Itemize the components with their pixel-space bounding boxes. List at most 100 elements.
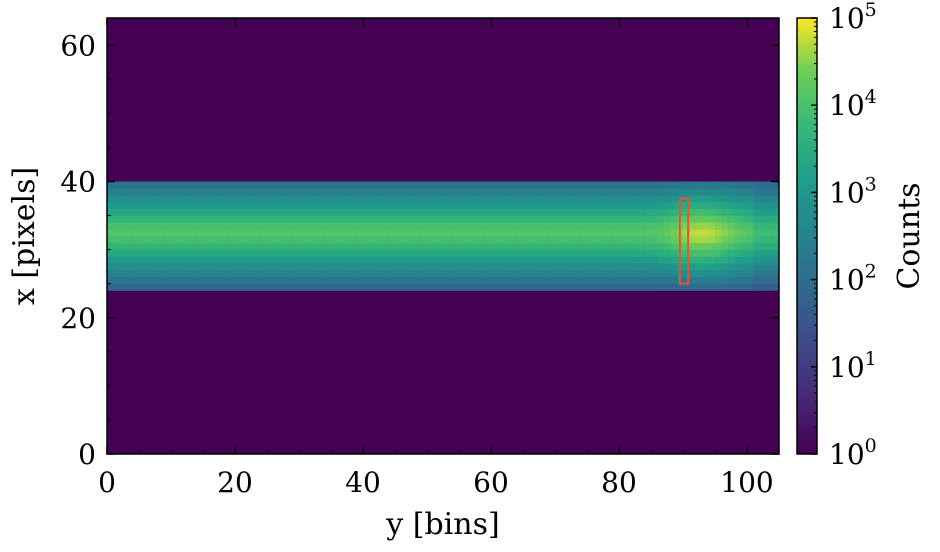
heatmap-cell	[471, 270, 479, 278]
heatmap-cell	[292, 222, 300, 230]
heatmap-cell	[203, 283, 210, 291]
heatmap-cell	[644, 276, 652, 284]
heatmap-cell	[471, 195, 479, 203]
heatmap-cell	[625, 229, 633, 237]
heatmap-cell	[407, 249, 415, 257]
heatmap-cell	[203, 270, 210, 278]
heatmap-cell	[747, 181, 754, 189]
heatmap-cell	[254, 215, 261, 223]
heatmap-cell	[548, 270, 556, 278]
heatmap-cell	[439, 201, 447, 210]
heatmap-cell	[497, 188, 505, 196]
heatmap-cell	[215, 283, 223, 291]
heatmap-cell	[459, 215, 466, 223]
heatmap-cell	[132, 181, 140, 189]
heatmap-cell	[158, 249, 165, 257]
heatmap-cell	[177, 181, 185, 189]
heatmap-cell	[171, 276, 178, 284]
heatmap-cell	[356, 215, 364, 223]
heatmap-cell	[689, 242, 697, 250]
heatmap-cell	[695, 249, 703, 257]
heatmap-cell	[196, 229, 204, 237]
heatmap-cell	[151, 236, 159, 244]
heatmap-cell	[427, 229, 434, 237]
heatmap-cell	[484, 181, 492, 189]
heatmap-cell	[740, 188, 748, 196]
heatmap-cell	[171, 229, 178, 237]
heatmap-cell	[183, 263, 191, 271]
heatmap-cell	[753, 236, 761, 244]
heatmap-cell	[663, 256, 671, 264]
heatmap-cell	[158, 270, 165, 278]
heatmap-cell	[727, 249, 735, 257]
heatmap-cell	[766, 283, 773, 291]
heatmap-cell	[215, 276, 223, 284]
heatmap-cell	[683, 215, 690, 223]
heatmap-cell	[107, 188, 114, 196]
heatmap-cell	[183, 181, 191, 189]
heatmap-cell	[369, 256, 377, 264]
heatmap-cell	[145, 208, 153, 216]
heatmap-cell	[740, 215, 748, 223]
heatmap-cell	[311, 263, 319, 271]
heatmap-cell	[503, 229, 511, 237]
heatmap-cell	[497, 195, 505, 203]
heatmap-cell	[299, 276, 306, 284]
heatmap-cell	[497, 236, 505, 244]
colorbar-label: Counts	[892, 182, 927, 289]
heatmap-cell	[740, 283, 748, 291]
heatmap-cell	[401, 188, 409, 196]
heatmap-cell	[631, 188, 639, 196]
heatmap-cell	[292, 195, 300, 203]
heatmap-cell	[228, 249, 236, 257]
heatmap-cell	[222, 242, 229, 250]
heatmap-cell	[139, 249, 146, 257]
heatmap-cell	[286, 242, 293, 250]
heatmap-cell	[414, 181, 421, 189]
heatmap-cell	[228, 195, 236, 203]
heatmap-cell	[491, 236, 498, 244]
heatmap-cell	[542, 283, 549, 291]
heatmap-cell	[734, 242, 741, 250]
heatmap-cell	[395, 188, 402, 196]
heatmap-cell	[139, 222, 146, 230]
heatmap-cell	[414, 215, 421, 223]
heatmap-cell	[254, 229, 261, 237]
heatmap-cell	[318, 236, 325, 244]
heatmap-cell	[145, 181, 153, 189]
heatmap-cell	[683, 249, 690, 257]
heatmap-cell	[523, 222, 530, 230]
heatmap-cell	[619, 208, 626, 216]
heatmap-cell	[555, 208, 562, 216]
heatmap-cell	[254, 181, 261, 189]
heatmap-cell	[241, 215, 249, 223]
heatmap-cell	[478, 195, 485, 203]
heatmap-cell	[222, 276, 229, 284]
heatmap-cell	[119, 236, 127, 244]
heatmap-cell	[183, 188, 191, 196]
heatmap-cell	[273, 208, 281, 216]
heatmap-cell	[235, 263, 242, 271]
heatmap-cell	[510, 270, 517, 278]
heatmap-cell	[542, 195, 549, 203]
heatmap-cell	[587, 242, 594, 250]
heatmap-cell	[241, 263, 249, 271]
heatmap-cell	[471, 229, 479, 237]
heatmap-cell	[356, 229, 364, 237]
heatmap-cell	[395, 208, 402, 216]
heatmap-cell	[132, 249, 140, 257]
heatmap-cell	[574, 263, 581, 271]
heatmap-cell	[222, 229, 229, 237]
heatmap-cell	[267, 236, 274, 244]
heatmap-cell	[766, 188, 773, 196]
heatmap-cell	[215, 229, 223, 237]
heatmap-cell	[209, 236, 217, 244]
heatmap-cell	[657, 256, 665, 264]
heatmap-cell	[171, 188, 178, 196]
heatmap-cell	[574, 242, 581, 250]
heatmap-cell	[695, 276, 703, 284]
heatmap-cell	[324, 195, 332, 203]
heatmap-cell	[446, 236, 453, 244]
heatmap-cell	[734, 276, 741, 284]
heatmap-cell	[516, 222, 524, 230]
